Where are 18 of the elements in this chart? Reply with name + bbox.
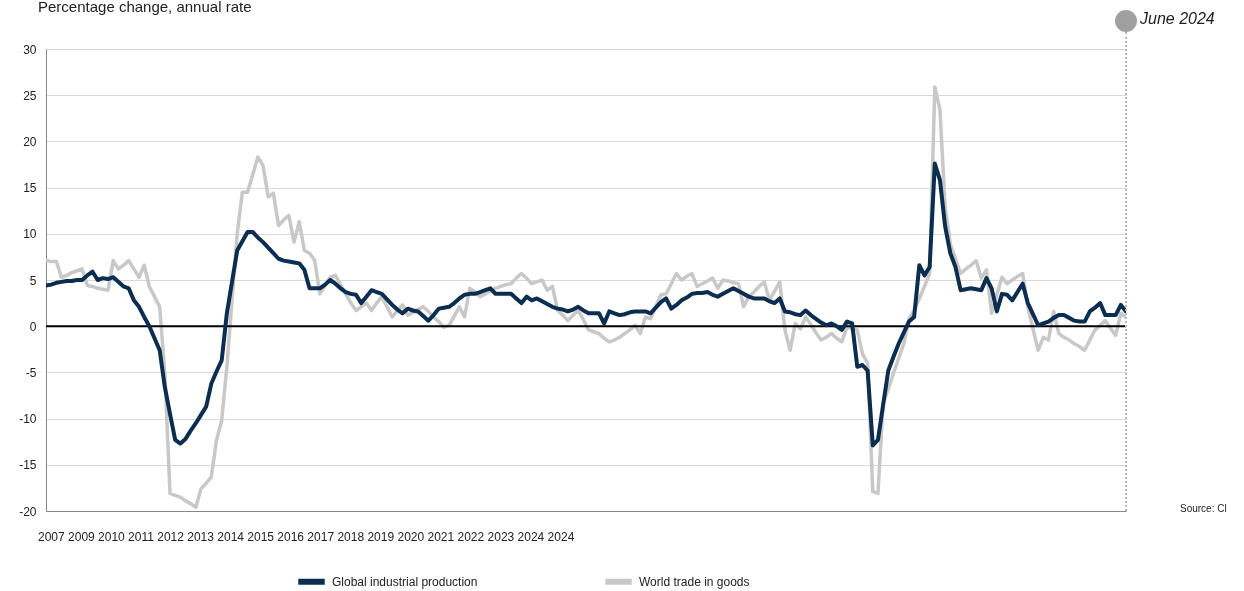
y-tick-label: 20	[23, 134, 37, 149]
y-tick-label: 30	[23, 42, 37, 57]
y-tick-label: 0	[29, 319, 37, 334]
line-series	[46, 161, 1126, 448]
y-tick-label: -5	[25, 365, 37, 380]
y-tick-label: -20	[19, 504, 37, 519]
y-tick-label: 15	[23, 181, 37, 196]
source-note: Source: Cl	[1180, 503, 1227, 514]
y-tick-label: 5	[29, 273, 37, 288]
y-tick-label: 25	[23, 88, 37, 103]
text: June 2024	[1140, 10, 1215, 28]
text: 2007 2009 2010 2011 2012 2013 2014 2015 2016 2017 2018 2019 2020 2021 2022 2023 2024 2024	[38, 530, 575, 544]
legend-label: Global industrial production	[332, 574, 478, 589]
y-tick-label: 10	[23, 227, 37, 242]
y-tick-label: -15	[19, 458, 37, 473]
y-tick-label: -10	[19, 412, 37, 427]
chart-title: Percentage change, annual rate	[38, 0, 252, 15]
legend-label: World trade in goods	[639, 574, 750, 589]
